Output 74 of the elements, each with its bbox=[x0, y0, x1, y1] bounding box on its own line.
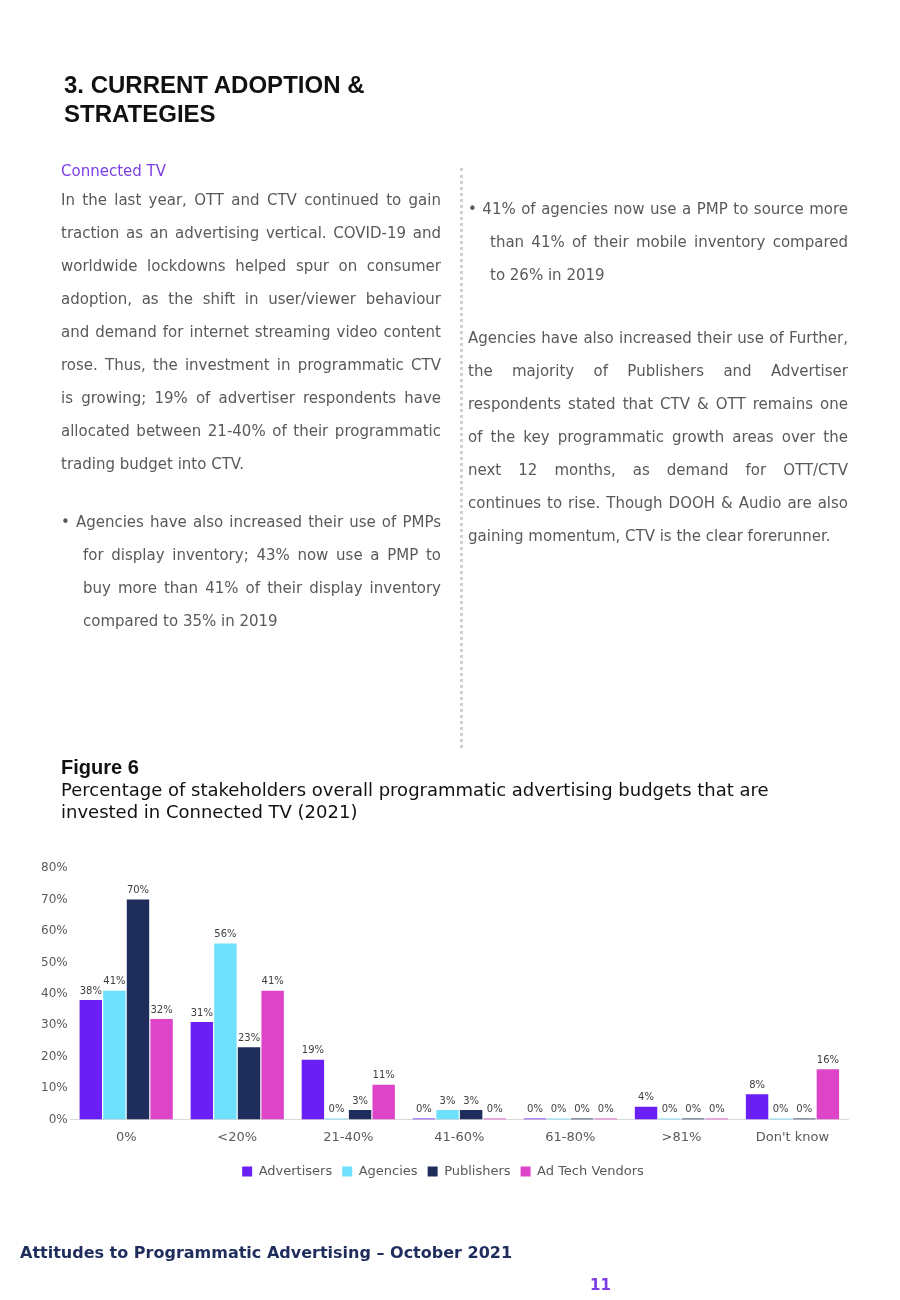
x-tick-label: 21-40% bbox=[323, 1128, 374, 1144]
text: • Agencies have also increased their use of PMPs for display inventory; 43% now use a PMP to buy more than 41% of their display inventory compared to 35% in 2019 bbox=[61, 512, 441, 632]
data-label: 41% bbox=[261, 975, 284, 987]
data-label: 56% bbox=[214, 928, 237, 940]
legend-label: Advertisers bbox=[258, 1162, 333, 1178]
data-label: 0% bbox=[486, 1102, 503, 1114]
bar bbox=[301, 1059, 325, 1120]
data-label: 0% bbox=[574, 1102, 591, 1114]
x-tick-label: 61-80% bbox=[545, 1128, 596, 1144]
data-label: 16% bbox=[816, 1053, 839, 1065]
text: Attitudes to Programmatic Advertising – October 2021 bbox=[20, 1243, 513, 1262]
y-tick-label: 20% bbox=[41, 1048, 68, 1063]
bar bbox=[190, 1022, 214, 1120]
bar bbox=[372, 1084, 395, 1120]
data-label: 4% bbox=[638, 1091, 654, 1103]
text: 3. CURRENT ADOPTION & STRATEGIES bbox=[64, 70, 366, 128]
data-label: 0% bbox=[550, 1102, 567, 1114]
bar bbox=[634, 1106, 658, 1120]
bar bbox=[79, 1000, 103, 1120]
y-tick-label: 80% bbox=[41, 860, 68, 875]
bar bbox=[126, 899, 150, 1120]
bar bbox=[103, 990, 126, 1120]
data-label: 0% bbox=[416, 1102, 432, 1114]
data-label: 38% bbox=[79, 984, 102, 996]
x-tick-label: 41-60% bbox=[434, 1128, 485, 1144]
y-tick-label: 0% bbox=[48, 1111, 68, 1126]
bar bbox=[745, 1094, 769, 1120]
y-tick-label: 10% bbox=[41, 1080, 68, 1095]
text: • 41% of agencies now use a PMP to source more than 41% of their mobile inventory compared to 26% in 2019 bbox=[468, 199, 848, 286]
legend-label: Publishers bbox=[444, 1162, 511, 1178]
data-label: 0% bbox=[661, 1102, 678, 1114]
data-label: 3% bbox=[352, 1094, 369, 1106]
data-label: 0% bbox=[796, 1102, 813, 1114]
bar bbox=[816, 1069, 840, 1120]
data-label: 0% bbox=[328, 1102, 345, 1114]
text: 11 bbox=[590, 1276, 611, 1294]
text: Connected TV bbox=[61, 161, 167, 182]
y-tick-label: 30% bbox=[41, 1017, 68, 1032]
legend-label: Agencies bbox=[358, 1162, 418, 1178]
legend-label: Ad Tech Vendors bbox=[537, 1162, 645, 1178]
bar bbox=[150, 1018, 173, 1120]
y-tick-label: 50% bbox=[41, 954, 68, 969]
y-tick-label: 40% bbox=[41, 985, 68, 1000]
data-label: 0% bbox=[597, 1102, 614, 1114]
bar bbox=[348, 1109, 372, 1120]
x-tick-label: >81% bbox=[661, 1128, 702, 1144]
data-label: 31% bbox=[190, 1006, 213, 1018]
bar bbox=[214, 943, 237, 1120]
chart-subtitle: Percentage of stakeholders overall programmatic advertising budgets that are invested in Connected TV (2021) bbox=[61, 779, 770, 823]
data-label: 0% bbox=[708, 1102, 725, 1114]
data-label: 23% bbox=[237, 1031, 261, 1043]
text: In the last year, OTT and CTV continued to gain traction as an advertising vertical. COVID-19 and worldwide lockdowns helped spur on consumer adoption, as the shift in user/viewer behaviour and demand for internet streaming video content rose. Thus, the investment in programmatic CTV is growing; 19% of advertiser respondents have allocated between 21-40% of their programmatic trading budget into CTV. bbox=[61, 191, 441, 473]
data-label: 0% bbox=[772, 1102, 789, 1114]
data-label: 11% bbox=[372, 1069, 395, 1081]
x-tick-label: 0% bbox=[115, 1128, 137, 1144]
data-label: 0% bbox=[527, 1102, 543, 1114]
text: Agencies have also increased their use of Further, the majority of Publishers and Advertiser respondents stated that CTV & OTT remains one of the key programmatic growth areas over the next 12 months, as demand for OTT/CTV continues to rise. Though DOOH & Audio are also gaining momentum, CTV is the clear forerunner. bbox=[468, 328, 848, 547]
x-tick-label: <20% bbox=[217, 1128, 258, 1144]
data-label: 41% bbox=[103, 975, 126, 987]
data-label: 70% bbox=[126, 884, 150, 896]
bar bbox=[436, 1109, 459, 1120]
bar bbox=[237, 1047, 261, 1120]
chart-title: Figure 6 bbox=[61, 756, 140, 779]
x-tick-label: Don't know bbox=[755, 1128, 830, 1144]
bar bbox=[459, 1109, 483, 1120]
data-label: 19% bbox=[301, 1044, 325, 1056]
data-label: 32% bbox=[150, 1003, 173, 1015]
data-label: 8% bbox=[749, 1078, 766, 1090]
data-label: 3% bbox=[463, 1094, 480, 1106]
bar bbox=[261, 990, 284, 1120]
y-tick-label: 70% bbox=[41, 891, 68, 906]
y-tick-label: 60% bbox=[41, 923, 68, 938]
data-label: 0% bbox=[685, 1102, 702, 1114]
data-label: 3% bbox=[439, 1094, 456, 1106]
